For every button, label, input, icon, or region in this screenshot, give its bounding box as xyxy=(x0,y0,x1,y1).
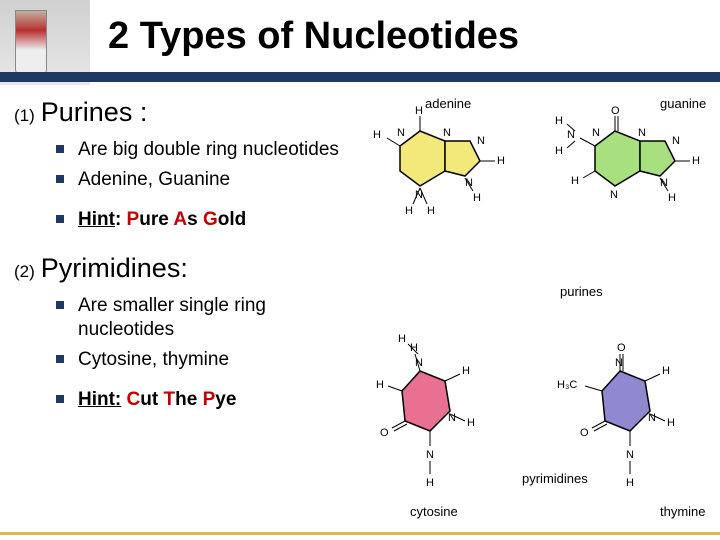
svg-text:H: H xyxy=(473,192,481,204)
svg-text:H: H xyxy=(373,129,381,141)
svg-text:N: N xyxy=(615,357,623,369)
section-1-bullets: Are big double ring nucleotides Adenine,… xyxy=(14,138,360,231)
cytosine-label: cytosine xyxy=(410,504,458,519)
pyrimidines-group-label: pyrimidines xyxy=(522,471,588,486)
svg-text:N: N xyxy=(448,412,456,424)
svg-text:H: H xyxy=(376,379,384,391)
title-underline xyxy=(0,72,720,82)
svg-text:N: N xyxy=(477,135,485,147)
footer-accent-line xyxy=(0,532,720,535)
svg-text:N: N xyxy=(626,449,634,461)
svg-text:N: N xyxy=(426,449,434,461)
section-1-title: Purines : xyxy=(41,97,148,128)
svg-text:N: N xyxy=(567,129,575,141)
svg-text:N: N xyxy=(672,135,680,147)
hint-text: Cut The Pye xyxy=(121,389,236,410)
svg-text:H: H xyxy=(405,205,413,217)
hint-label: Hint xyxy=(78,209,115,230)
svg-text:O: O xyxy=(611,105,620,117)
svg-text:N: N xyxy=(592,127,600,139)
bullet-item: Are smaller single ring nucleotides xyxy=(56,294,360,342)
bullet-item: Are big double ring nucleotides xyxy=(56,138,360,162)
svg-text:N: N xyxy=(610,189,618,201)
slide-title: 2 Types of Nucleotides xyxy=(108,15,519,58)
svg-text:H: H xyxy=(398,333,406,345)
hint-label: Hint: xyxy=(78,389,121,410)
section-2-number: (2) xyxy=(14,262,35,282)
hint-1: Hint: Pure As Gold xyxy=(56,208,360,232)
svg-text:O: O xyxy=(380,427,389,439)
text-content: (1) Purines : Are big double ring nucleo… xyxy=(0,85,360,417)
adenine-label: adenine xyxy=(425,96,471,111)
hint-2: Hint: Cut The Pye xyxy=(56,388,360,412)
svg-text:H: H xyxy=(692,155,700,167)
adenine-structure-icon: N N N N N H H H H HH xyxy=(365,96,530,226)
cytosine-molecule: N N H H H H O H N H cytosine xyxy=(360,326,515,506)
guanine-structure-icon: N N N N N O N H H H H H xyxy=(545,96,715,226)
hint-text: : Pure As Gold xyxy=(115,209,246,230)
svg-text:H: H xyxy=(426,477,434,489)
bullet-item: Cytosine, thymine xyxy=(56,348,360,372)
svg-text:H: H xyxy=(668,192,676,204)
svg-text:N: N xyxy=(660,177,668,189)
svg-text:H: H xyxy=(427,205,435,217)
section-2-heading: (2) Pyrimidines: xyxy=(14,253,360,284)
slide-header: 2 Types of Nucleotides xyxy=(0,0,720,85)
svg-text:O: O xyxy=(580,427,589,439)
adenine-molecule: adenine N N N N N H H H H HH xyxy=(365,96,530,231)
svg-text:H: H xyxy=(626,477,634,489)
svg-text:O: O xyxy=(617,342,626,354)
svg-text:H: H xyxy=(555,115,563,127)
purines-group-label: purines xyxy=(560,284,603,299)
section-2-title: Pyrimidines: xyxy=(41,253,188,284)
svg-text:H: H xyxy=(662,365,670,377)
molecule-diagrams: adenine N N N N N H H H H H H guanine N xyxy=(360,96,715,536)
svg-text:N: N xyxy=(638,127,646,139)
svg-text:N: N xyxy=(397,127,405,139)
svg-text:H: H xyxy=(571,175,579,187)
svg-text:N: N xyxy=(648,412,656,424)
svg-text:H: H xyxy=(555,145,563,157)
svg-text:H: H xyxy=(467,417,475,429)
svg-text:N: N xyxy=(443,127,451,139)
guanine-label: guanine xyxy=(660,96,706,111)
section-1-heading: (1) Purines : xyxy=(14,97,360,128)
svg-text:H₃C: H₃C xyxy=(557,379,577,391)
cytosine-structure-icon: N N H H H H O H N H xyxy=(360,326,515,501)
svg-text:H: H xyxy=(415,105,423,117)
svg-text:H: H xyxy=(667,417,675,429)
thymine-label: thymine xyxy=(660,504,706,519)
svg-text:N: N xyxy=(465,177,473,189)
svg-text:H: H xyxy=(462,365,470,377)
section-2-bullets: Are smaller single ring nucleotides Cyto… xyxy=(14,294,360,411)
guanine-molecule: guanine N N N N N O N H H H H H xyxy=(545,96,715,231)
section-1-number: (1) xyxy=(14,106,35,126)
svg-text:H: H xyxy=(497,155,505,167)
title-bar: 2 Types of Nucleotides xyxy=(90,0,720,72)
bullet-item: Adenine, Guanine xyxy=(56,168,360,192)
